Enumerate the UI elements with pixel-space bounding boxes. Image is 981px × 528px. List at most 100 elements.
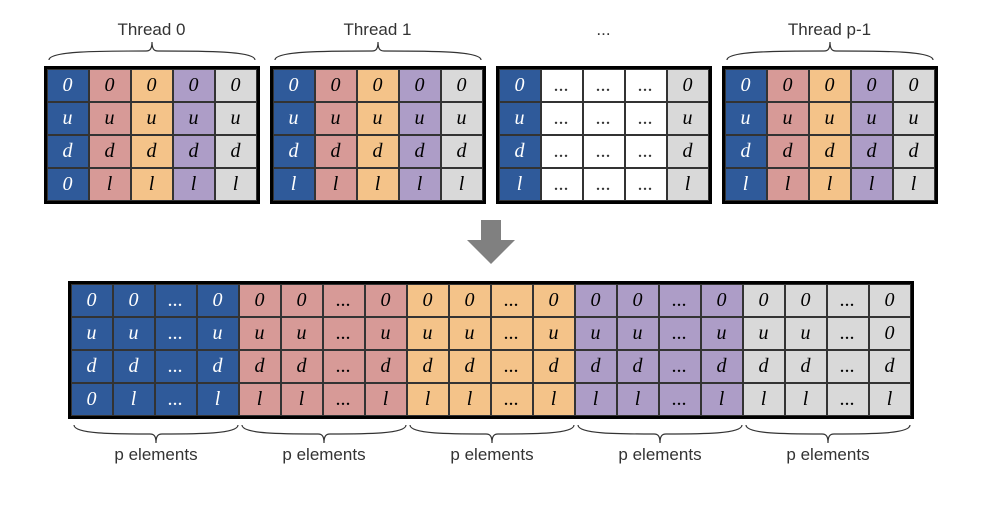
grid-row: 0llll — [47, 168, 257, 201]
grid-cell: u — [273, 102, 315, 135]
grid-cell: 0 — [767, 69, 809, 102]
grid-cell: ... — [583, 102, 625, 135]
grid-cell: u — [113, 317, 155, 350]
grid-cell: 0 — [617, 284, 659, 317]
grid-cell: u — [315, 102, 357, 135]
grid-cell: 0 — [701, 284, 743, 317]
grid-cell: ... — [827, 350, 869, 383]
elements-label: p elements — [282, 445, 365, 465]
grid-cell: 0 — [851, 69, 893, 102]
grid-cell: d — [113, 350, 155, 383]
grid-cell: u — [173, 102, 215, 135]
grid-cell: l — [785, 383, 827, 416]
grid-cell: l — [667, 168, 709, 201]
grid-cell: l — [399, 168, 441, 201]
grid-cell: u — [197, 317, 239, 350]
grid-cell: u — [617, 317, 659, 350]
grid-cell: u — [667, 102, 709, 135]
grid-row: 00000 — [725, 69, 935, 102]
grid-cell: 0 — [809, 69, 851, 102]
grid-cell: u — [533, 317, 575, 350]
grid-cell: u — [767, 102, 809, 135]
grid-cell: ... — [541, 168, 583, 201]
grid-cell: u — [407, 317, 449, 350]
grid-cell: d — [315, 135, 357, 168]
grid-row: 0l...lll...lll...lll...lll...l — [71, 383, 911, 416]
grid-cell: l — [725, 168, 767, 201]
grid-cell: d — [743, 350, 785, 383]
grid-cell: d — [667, 135, 709, 168]
grid-row: 00000 — [47, 69, 257, 102]
grid-cell: d — [725, 135, 767, 168]
grid-cell: ... — [625, 69, 667, 102]
grid-cell: u — [725, 102, 767, 135]
grid-cell: d — [869, 350, 911, 383]
grid-cell: ... — [155, 350, 197, 383]
grid-cell: d — [47, 135, 89, 168]
grid-cell: 0 — [47, 168, 89, 201]
grid-cell: u — [743, 317, 785, 350]
grid-cell: ... — [541, 69, 583, 102]
grid-cell: l — [617, 383, 659, 416]
grid-cell: u — [399, 102, 441, 135]
grid-row: uu...uuu...uuu...uuu...uuu...0 — [71, 317, 911, 350]
grid-cell: d — [399, 135, 441, 168]
grid-cell: l — [113, 383, 155, 416]
grid-cell: u — [851, 102, 893, 135]
grid-row: l.........l — [499, 168, 709, 201]
grid-row: ddddd — [47, 135, 257, 168]
grid-cell: 0 — [725, 69, 767, 102]
top-tables-row: 00000uuuuuddddd0llll00000uuuuudddddlllll… — [44, 66, 938, 204]
grid-cell: d — [215, 135, 257, 168]
grid-cell: ... — [827, 317, 869, 350]
grid-cell: 0 — [71, 284, 113, 317]
grid-cell: d — [767, 135, 809, 168]
grid-cell: d — [893, 135, 935, 168]
grid-cell: u — [441, 102, 483, 135]
grid-cell: ... — [541, 102, 583, 135]
grid-cell: l — [449, 383, 491, 416]
grid-cell: 0 — [449, 284, 491, 317]
grid-cell: d — [449, 350, 491, 383]
grid-row: lllll — [725, 168, 935, 201]
grid-cell: u — [499, 102, 541, 135]
grid-cell: d — [701, 350, 743, 383]
grid-cell: ... — [491, 350, 533, 383]
grid-cell: ... — [323, 383, 365, 416]
grid-cell: u — [239, 317, 281, 350]
grid-cell: l — [701, 383, 743, 416]
grid-cell: 0 — [273, 69, 315, 102]
thread-label: Thread 0 — [117, 20, 185, 40]
grid-cell: ... — [625, 168, 667, 201]
grid-cell: 0 — [315, 69, 357, 102]
top-brace-row: Thread 0Thread 1...Thread p-1 — [44, 20, 938, 62]
result-block: 00...000...000...000...000...0uu...uuu..… — [68, 281, 914, 419]
grid-cell: u — [575, 317, 617, 350]
grid-cell: 0 — [785, 284, 827, 317]
grid-cell: ... — [583, 135, 625, 168]
grid-cell: 0 — [399, 69, 441, 102]
grid-cell: 0 — [533, 284, 575, 317]
grid-cell: d — [365, 350, 407, 383]
grid-cell: l — [575, 383, 617, 416]
grid-row: ddddd — [273, 135, 483, 168]
grid-cell: l — [767, 168, 809, 201]
grid-cell: ... — [155, 317, 197, 350]
grid-cell: 0 — [113, 284, 155, 317]
grid-cell: ... — [491, 284, 533, 317]
grid-row: d.........d — [499, 135, 709, 168]
grid-cell: 0 — [893, 69, 935, 102]
data-block: 0.........0u.........ud.........dl......… — [496, 66, 712, 204]
grid-cell: l — [499, 168, 541, 201]
data-block: 00000uuuuudddddlllll — [722, 66, 938, 204]
grid-cell: d — [851, 135, 893, 168]
grid-cell: ... — [659, 317, 701, 350]
thread-label: Thread 1 — [343, 20, 411, 40]
grid-cell: ... — [659, 350, 701, 383]
grid-row: 00...000...000...000...000...0 — [71, 284, 911, 317]
grid-cell: ... — [491, 383, 533, 416]
grid-cell: d — [281, 350, 323, 383]
grid-cell: 0 — [131, 69, 173, 102]
bottom-brace-row: p elementsp elementsp elementsp elements… — [69, 423, 912, 465]
grid-cell: l — [869, 383, 911, 416]
